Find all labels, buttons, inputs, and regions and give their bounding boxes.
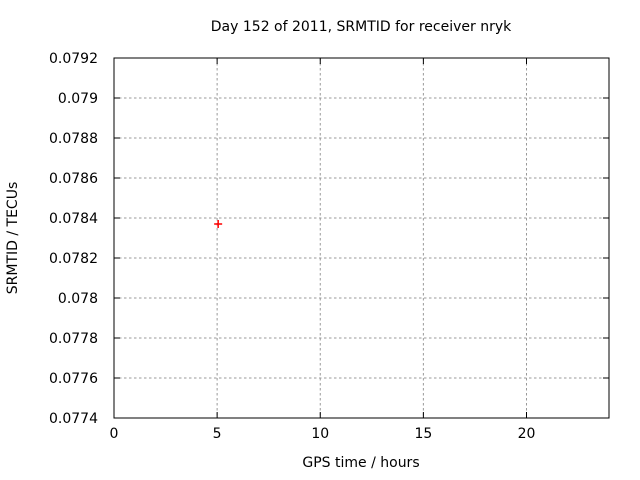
x-tick-label: 20 [518,426,536,442]
x-tick-label: 5 [213,426,222,442]
y-tick-label: 0.0784 [49,211,98,227]
x-tick-label: 0 [110,426,119,442]
plot-border [113,57,610,419]
chart-title: Day 152 of 2011, SRMTID for receiver nry… [211,19,512,35]
y-tick-label: 0.0792 [49,51,98,67]
x-tick-label: 15 [414,426,432,442]
y-tick-label: 0.0778 [49,331,98,347]
plot-area: 0 5 10 15 20 0.0774 0.0776 0.0778 0.078 0.0782 0.0… [49,51,610,442]
y-tick-label: 0.0776 [49,371,98,387]
y-tick-label: 0.079 [58,91,98,107]
y-axis-label: SRMTID / TECUs [5,182,21,295]
y-tick-label: 0.0774 [49,411,98,427]
y-tick-label: 0.0786 [49,171,98,187]
x-tick-label: 10 [311,426,329,442]
x-axis-label: GPS time / hours [302,455,419,471]
y-tick-label: 0.0788 [49,131,98,147]
y-tick-label: 0.078 [58,291,98,307]
y-tick-label: 0.0782 [49,251,98,267]
